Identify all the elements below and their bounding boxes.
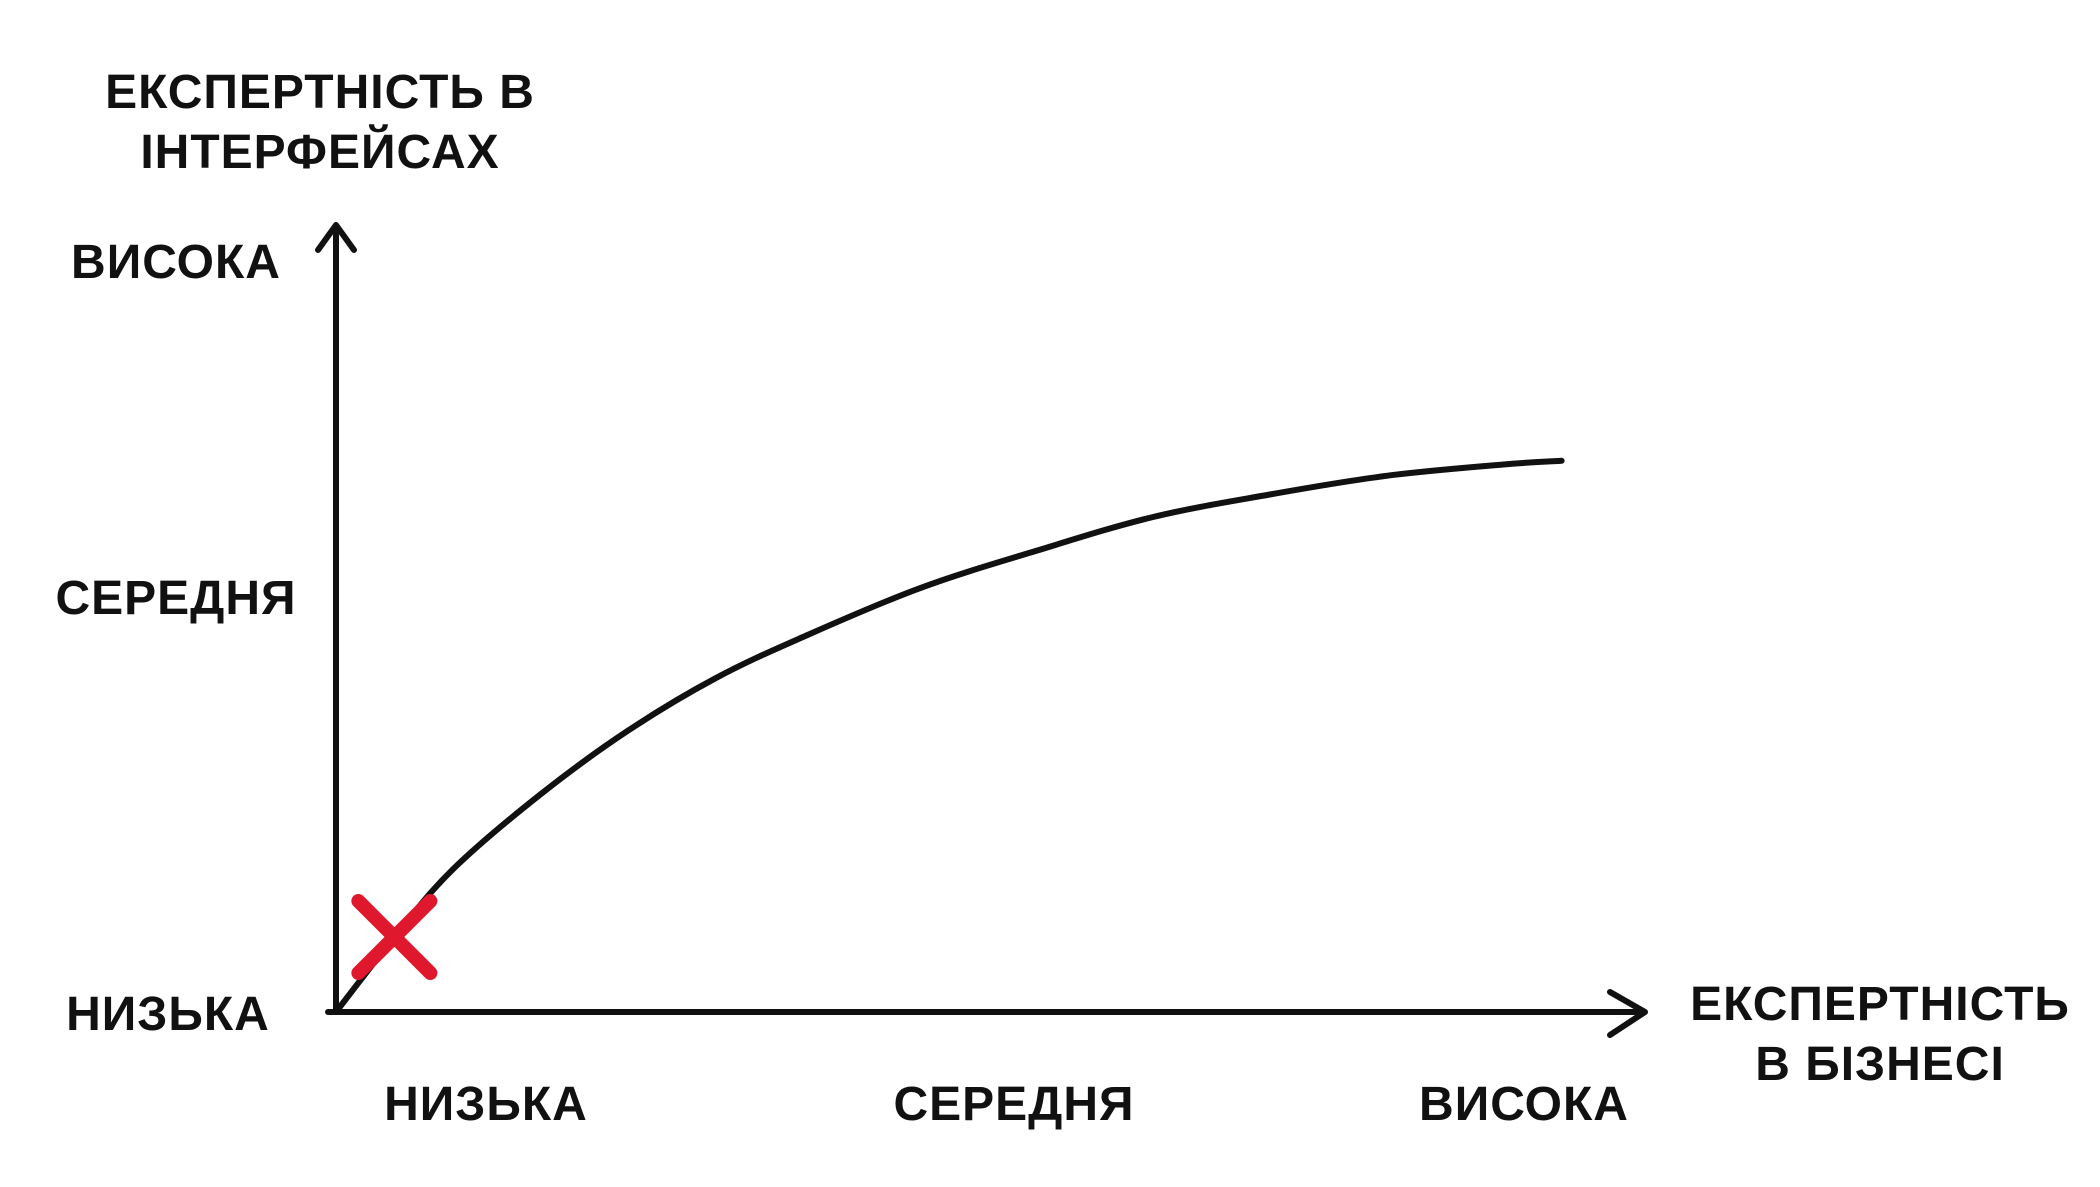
y-axis-arrow bbox=[315, 222, 357, 253]
y-axis-title-line-2: ІНТЕРФЕЙСАХ bbox=[140, 124, 499, 179]
cross-marker bbox=[351, 894, 438, 980]
y-tick-low: НИЗЬКА bbox=[66, 988, 270, 1041]
x-tick-high: ВИСОКА bbox=[1419, 1078, 1629, 1131]
y-axis-title-line-1: ЕКСПЕРТНІСТЬ В bbox=[105, 66, 535, 119]
y-tick-high: ВИСОКА bbox=[71, 236, 281, 289]
x-tick-low: НИЗЬКА bbox=[384, 1078, 588, 1131]
x-axis-title-line-1: ЕКСПЕРТНІСТЬ bbox=[1690, 978, 2070, 1031]
series-curve bbox=[333, 457, 1565, 1015]
x-tick-medium: СЕРЕДНЯ bbox=[893, 1078, 1134, 1131]
y-tick-medium: СЕРЕДНЯ bbox=[55, 572, 296, 625]
x-axis-title-line-2: В БІЗНЕСІ bbox=[1755, 1038, 2005, 1091]
x-axis-arrow bbox=[1607, 989, 1648, 1038]
